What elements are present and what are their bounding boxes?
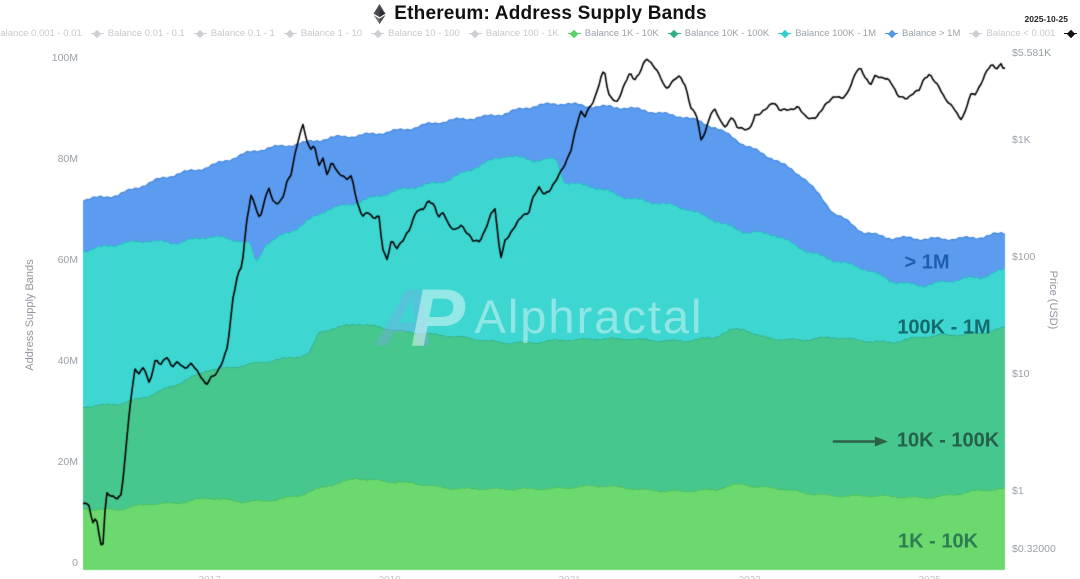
- legend-item-balance-0-1-1[interactable]: Balance 0.1 - 1: [193, 28, 275, 39]
- ethereum-icon: [373, 4, 386, 24]
- legend-diamond-marker-icon: [468, 29, 482, 38]
- left-axis-tick: 60M: [57, 254, 78, 266]
- legend-item-balance-0-01-0-1[interactable]: Balance 0.01 - 0.1: [90, 28, 185, 39]
- band-label-1k-10k: 1K - 10K: [897, 530, 979, 553]
- right-axis-tick: $5.581K: [1012, 46, 1052, 59]
- title-bar: Ethereum: Address Supply Bands: [0, 2, 1080, 26]
- right-axis-title: Price (USD): [1047, 270, 1059, 330]
- legend-item-label: Balance > 1M: [902, 28, 961, 39]
- legend-item-label: Balance 10 - 100: [388, 28, 460, 39]
- legend-item-label: Balance 100K - 1M: [795, 28, 876, 39]
- legend-item-balance-100k-1m[interactable]: Balance 100K - 1M: [778, 28, 876, 39]
- x-axis-tick: 2019: [378, 575, 400, 579]
- right-axis-tick: $100: [1012, 251, 1036, 263]
- legend-diamond-marker-icon: [969, 29, 983, 38]
- right-arrow-icon: [831, 435, 889, 447]
- band-label-gt-1m: > 1M: [904, 251, 950, 274]
- legend-item-label: Balance 1K - 10K: [584, 28, 659, 39]
- legend-item-balance-1m[interactable]: Balance > 1M: [885, 28, 960, 39]
- legend-item-label: Balance 0.01 - 0.1: [107, 28, 185, 39]
- legend-item-balance-1-10[interactable]: Balance 1 - 10: [283, 28, 363, 39]
- date-label: 2025-10-25: [1024, 14, 1068, 24]
- left-axis-tick: 40M: [57, 355, 78, 367]
- left-axis-title: Address Supply Bands: [24, 259, 36, 371]
- band-label-10k-100k: 10K - 100K: [831, 430, 999, 453]
- left-axis-tick: 80M: [57, 153, 78, 165]
- legend-item-balance-10-100[interactable]: Balance 10 - 100: [371, 28, 460, 39]
- page-title: Ethereum: Address Supply Bands: [394, 3, 707, 24]
- right-axis-tick: $1: [1012, 485, 1024, 497]
- legend-item-balance-0-001-0-01[interactable]: Balance 0.001 - 0.01: [0, 28, 82, 39]
- legend-row: Balance 0.001 - 0.01 Balance 0.01 - 0.1 Ba…: [0, 28, 1080, 39]
- x-axis-tick: 2021: [558, 575, 580, 579]
- legend-item-price[interactable]: Price: [1064, 28, 1080, 39]
- left-axis-tick: 100M: [51, 52, 78, 64]
- legend-item-balance-100-1k[interactable]: Balance 100 - 1K: [468, 28, 559, 39]
- legend-diamond-marker-icon: [90, 29, 104, 38]
- legend-item-label: Balance 0.001 - 0.01: [0, 28, 82, 39]
- right-axis-tick: $1K: [1012, 134, 1031, 146]
- legend-diamond-marker-icon: [667, 29, 681, 38]
- legend-item-label: Balance < 0.001: [986, 28, 1056, 39]
- legend-diamond-marker-icon: [193, 29, 207, 38]
- legend-item-balance-10k-100k[interactable]: Balance 10K - 100K: [667, 28, 770, 39]
- legend-item-balance-1k-10k[interactable]: Balance 1K - 10K: [567, 28, 659, 39]
- legend-diamond-marker-icon: [1064, 29, 1078, 38]
- legend-item-label: Balance 0.1 - 1: [210, 28, 275, 39]
- x-axis-tick: 2017: [198, 575, 220, 579]
- legend-item-label: Balance 100 - 1K: [485, 28, 559, 39]
- x-axis-tick: 2023: [738, 575, 760, 579]
- legend-diamond-marker-icon: [371, 29, 385, 38]
- left-axis-tick: 0: [72, 557, 78, 569]
- legend-diamond-marker-icon: [885, 29, 898, 38]
- legend-diamond-marker-icon: [778, 29, 792, 38]
- band-label-100k-1m: 100K - 1M: [897, 316, 991, 339]
- legend-diamond-marker-icon: [283, 29, 297, 38]
- legend-diamond-marker-icon: [567, 29, 581, 38]
- right-axis-tick: $0.32000: [1012, 542, 1056, 555]
- x-axis-tick: 2025: [918, 575, 940, 579]
- legend-item-label: Balance 10K - 100K: [684, 28, 770, 39]
- legend-item-label: Balance 1 - 10: [300, 28, 363, 39]
- left-axis-tick: 20M: [57, 456, 78, 468]
- legend-item-balance-0-001[interactable]: Balance < 0.001: [969, 28, 1055, 39]
- right-axis-tick: $10: [1012, 368, 1030, 380]
